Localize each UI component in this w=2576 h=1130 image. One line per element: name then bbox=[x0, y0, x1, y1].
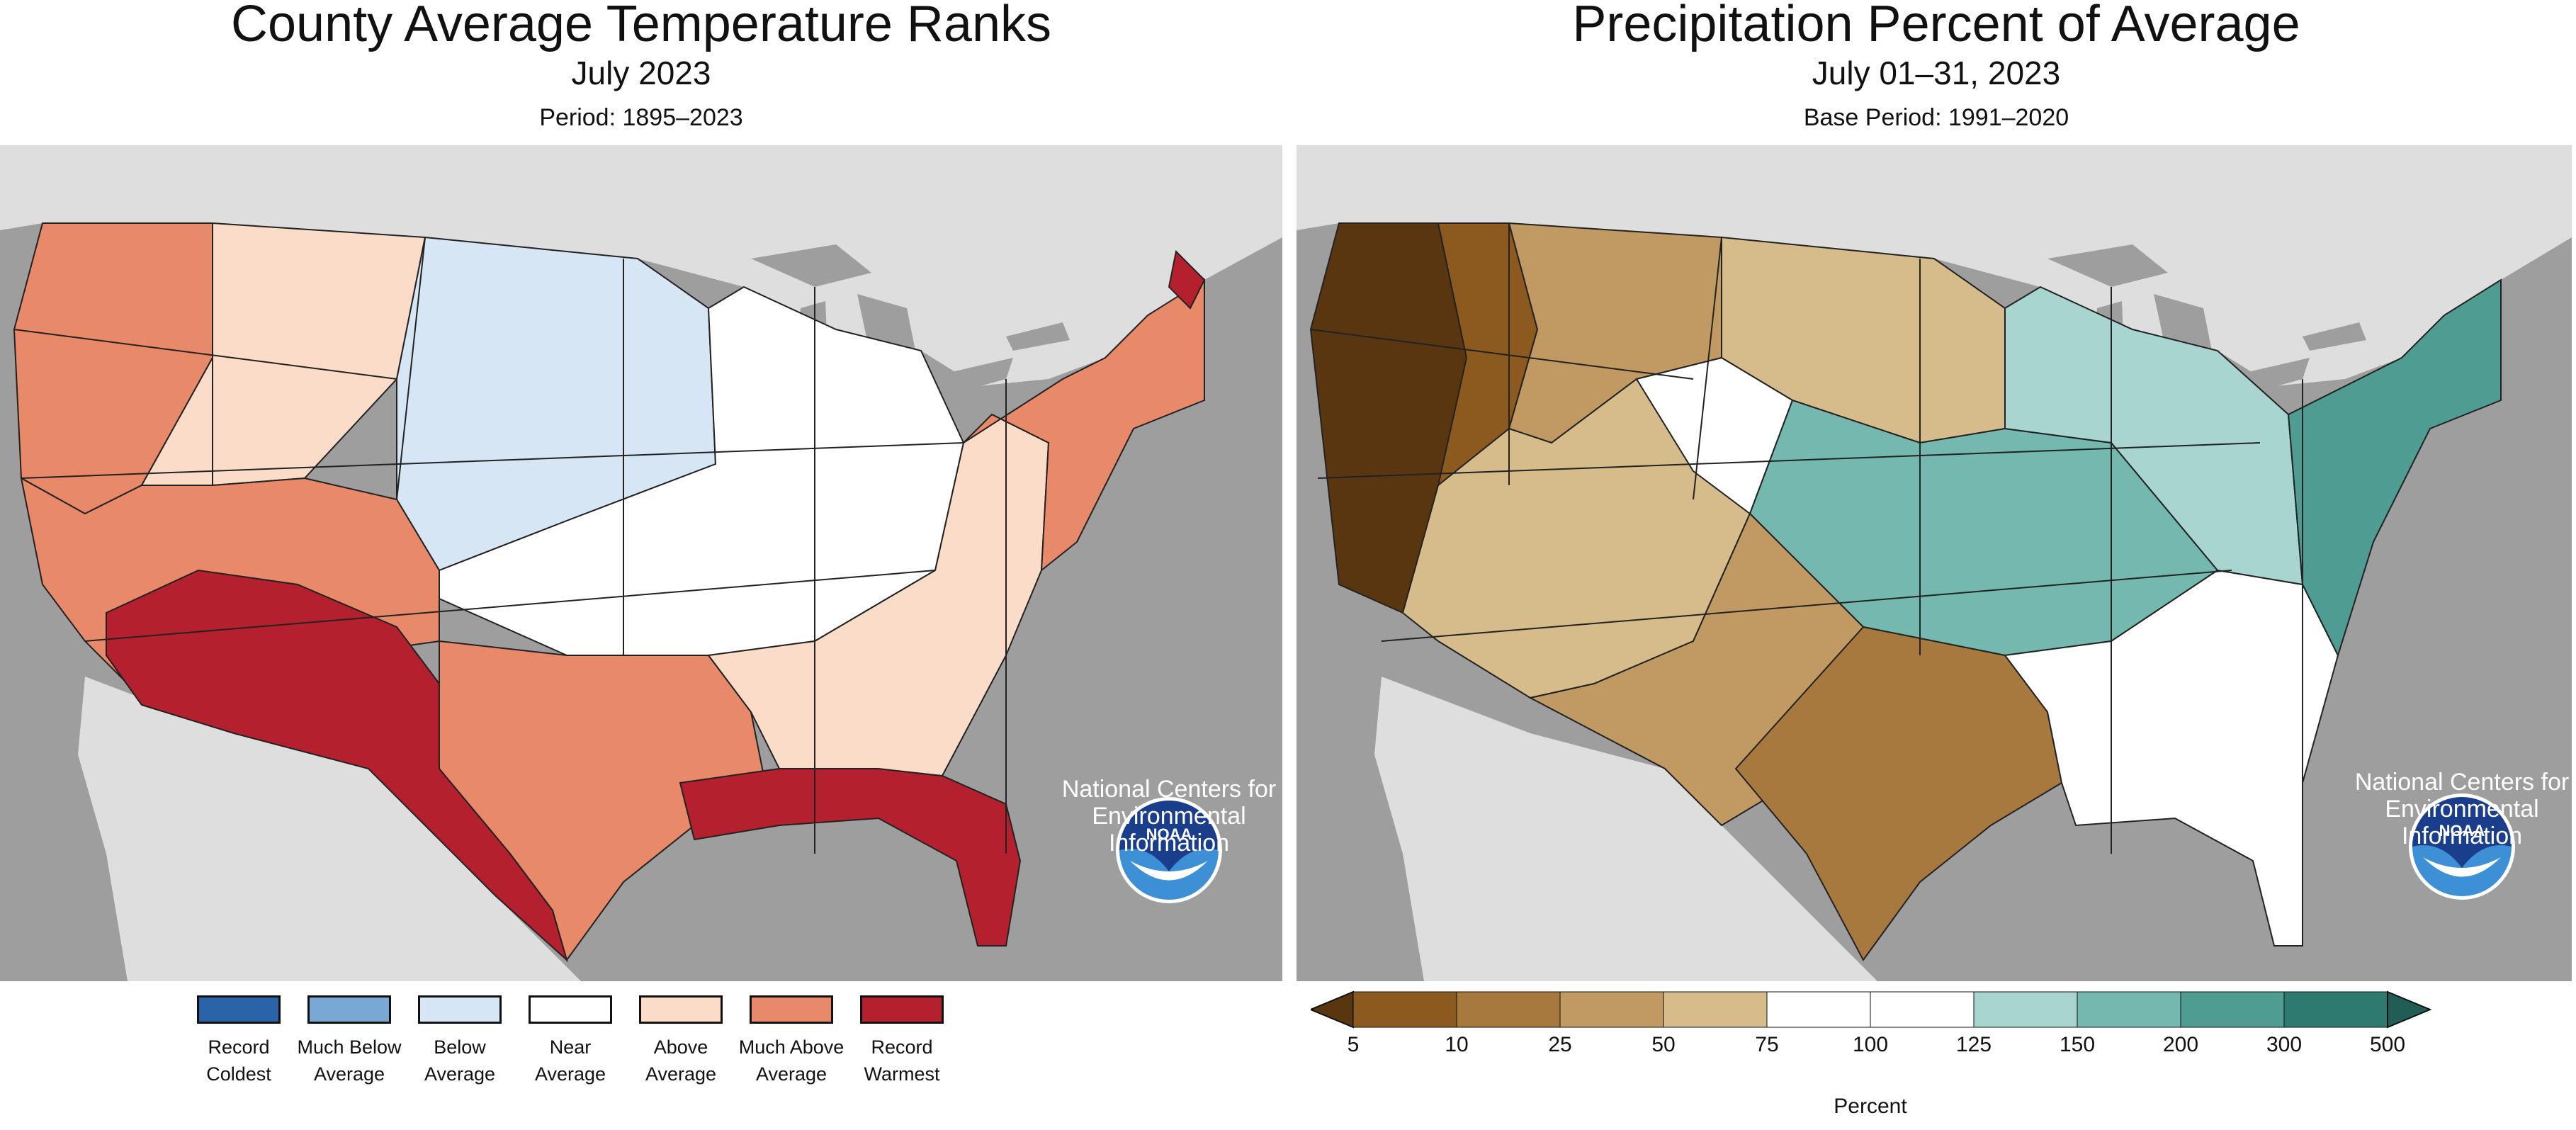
colorbar-bin-5-10 bbox=[1352, 991, 1457, 1028]
legend-label: Above Average bbox=[645, 1036, 717, 1085]
colorbar-tick: 500 bbox=[2369, 1033, 2406, 1056]
legend-below: Below Average bbox=[407, 995, 513, 1087]
colorbar-bin-50-75 bbox=[1663, 991, 1768, 1028]
colorbar-low-arrow bbox=[1311, 990, 1354, 1029]
colorbar-tick: 75 bbox=[1755, 1033, 1779, 1056]
legend-above: Above Average bbox=[628, 995, 734, 1087]
colorbar-bin-25-50 bbox=[1559, 991, 1664, 1028]
legend-swatch bbox=[750, 995, 833, 1024]
mexico-land bbox=[1374, 677, 1877, 981]
legend-near: Near Average bbox=[517, 995, 623, 1087]
colorbar-tick: 50 bbox=[1651, 1033, 1676, 1056]
colorbar-bin-200-300 bbox=[2180, 991, 2285, 1028]
agency-label: National Centers for Environmental Infor… bbox=[1061, 776, 1277, 857]
region-east-coast-above bbox=[963, 278, 1205, 572]
agency-label: National Centers for Environmental Infor… bbox=[2354, 769, 2570, 849]
mexico-land bbox=[78, 677, 581, 981]
legend-record-coldest: Record Coldest bbox=[186, 995, 292, 1087]
legend-label: Much Above Average bbox=[738, 1036, 844, 1085]
canada-land bbox=[0, 145, 1282, 386]
legend-swatch bbox=[639, 995, 723, 1024]
colorbar-tick: 125 bbox=[1955, 1033, 1992, 1056]
colorbar-tick: 200 bbox=[2162, 1033, 2199, 1056]
temperature-map-title: County Average Temperature Ranks bbox=[230, 0, 1051, 52]
colorbar-bin-125-150 bbox=[1973, 991, 2078, 1028]
great-lakes bbox=[751, 244, 1070, 443]
colorbar-tick: 25 bbox=[1548, 1033, 1572, 1056]
great-lakes bbox=[2047, 244, 2366, 443]
legend-swatch bbox=[418, 995, 502, 1024]
legend-swatch bbox=[307, 995, 391, 1024]
legend-label: Much Below Average bbox=[297, 1036, 402, 1085]
colorbar-bin-75-100 bbox=[1766, 991, 1871, 1028]
colorbar-bin-100-125 bbox=[1870, 991, 1975, 1028]
region-south-central-above bbox=[439, 640, 767, 962]
colorbar-tick: 150 bbox=[2059, 1033, 2096, 1056]
colorbar-bin-150-200 bbox=[2077, 991, 2181, 1028]
legend-swatch bbox=[529, 995, 612, 1024]
canada-land bbox=[1297, 145, 2572, 386]
legend-label: Below Average bbox=[424, 1036, 496, 1085]
legend-swatch bbox=[197, 995, 281, 1024]
legend-label: Near Average bbox=[534, 1036, 606, 1085]
legend-swatch bbox=[860, 995, 944, 1024]
temperature-rank-panel: County Average Temperature Ranks July 20… bbox=[0, 0, 1282, 1130]
noaa-logo: NOAA bbox=[2409, 793, 2515, 900]
region-northeast-wet bbox=[2287, 278, 2502, 657]
precipitation-map-period: Base Period: 1991–2020 bbox=[1803, 104, 2069, 131]
region-texas-dry bbox=[1734, 626, 2063, 961]
noaa-logo-text: NOAA bbox=[1146, 825, 1192, 843]
state-borders bbox=[13, 223, 1007, 854]
state-borders bbox=[1310, 223, 2303, 854]
region-maine-record bbox=[1168, 249, 1206, 310]
temperature-map: NOAA bbox=[0, 145, 1282, 981]
precipitation-colorbar bbox=[1311, 990, 2432, 1029]
legend-label: Record Coldest bbox=[206, 1036, 271, 1085]
colorbar-bin-10-25 bbox=[1456, 991, 1561, 1028]
colorbar-high-arrow bbox=[2387, 990, 2432, 1029]
precipitation-map-subtitle: July 01–31, 2023 bbox=[1812, 55, 2061, 91]
temperature-map-period: Period: 1895–2023 bbox=[539, 104, 743, 131]
colorbar-tick: 5 bbox=[1347, 1033, 1360, 1056]
colorbar-tick: 100 bbox=[1852, 1033, 1889, 1056]
precipitation-panel: Precipitation Percent of Average July 01… bbox=[1297, 0, 2576, 1130]
colorbar-bin-300-500 bbox=[2283, 991, 2388, 1028]
precipitation-map-title: Precipitation Percent of Average bbox=[1572, 0, 2300, 52]
noaa-logo-text: NOAA bbox=[2439, 822, 2485, 840]
legend-much-above: Much Above Average bbox=[738, 995, 844, 1087]
legend-record-warmest: Record Warmest bbox=[849, 995, 955, 1087]
colorbar-tick: 300 bbox=[2266, 1033, 2303, 1056]
precipitation-map: NOAA bbox=[1297, 145, 2572, 981]
temperature-map-subtitle: July 2023 bbox=[571, 55, 711, 91]
colorbar-title: Percent bbox=[1834, 1095, 1907, 1118]
legend-much-below: Much Below Average bbox=[296, 995, 402, 1087]
noaa-logo: NOAA bbox=[1116, 797, 1222, 903]
colorbar-tick: 10 bbox=[1445, 1033, 1469, 1056]
legend-label: Record Warmest bbox=[864, 1036, 940, 1085]
